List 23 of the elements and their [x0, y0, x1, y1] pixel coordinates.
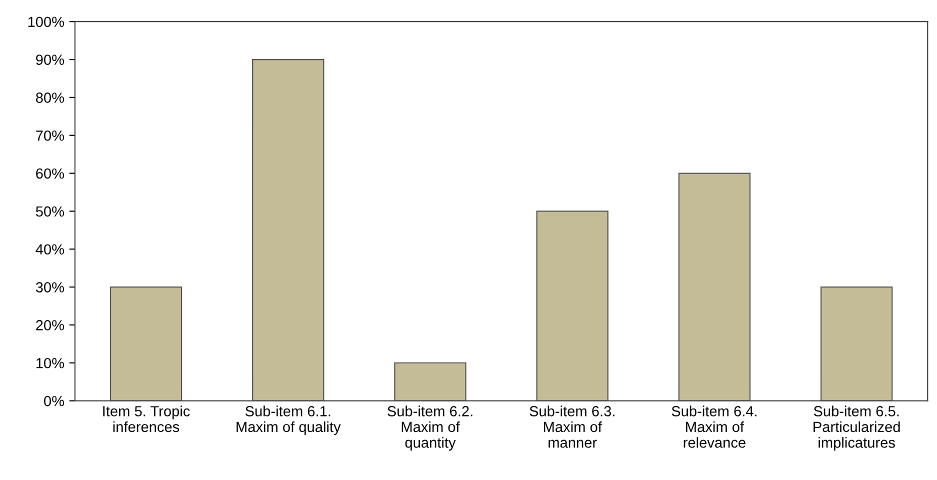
bar	[536, 210, 608, 401]
bar	[820, 286, 893, 401]
y-tick-label: 0%	[44, 396, 64, 406]
bar	[678, 172, 751, 401]
x-tick-label: Sub-item 6.4. Maxim of relevance	[672, 406, 756, 448]
x-tick-label: Sub-item 6.1. Maxim of quality	[236, 406, 341, 435]
y-tick-label: 70%	[36, 130, 64, 141]
y-tick-label: 20%	[36, 320, 64, 330]
x-tick-label: Sub-item 6.2. Maxim of quantity	[388, 406, 472, 451]
y-tick-label: 30%	[36, 282, 64, 292]
x-tick-label: Sub-item 6.5. Particularized implicatures	[814, 406, 900, 451]
y-tick-label: 40%	[36, 244, 64, 255]
bar	[252, 58, 324, 401]
y-tick-label: 10%	[36, 358, 64, 368]
bar	[394, 362, 466, 401]
bar	[110, 286, 182, 401]
y-tick-label: 90%	[36, 54, 64, 65]
x-tick-label: Item 5. Tropic inferences	[103, 406, 190, 432]
y-tick-label: 100%	[28, 16, 64, 28]
y-tick-label: 80%	[36, 92, 64, 103]
y-tick-label: 50%	[36, 206, 64, 217]
x-tick-label: Sub-item 6.3. Maxim of manner	[530, 406, 614, 448]
y-tick-label: 60%	[36, 168, 64, 179]
